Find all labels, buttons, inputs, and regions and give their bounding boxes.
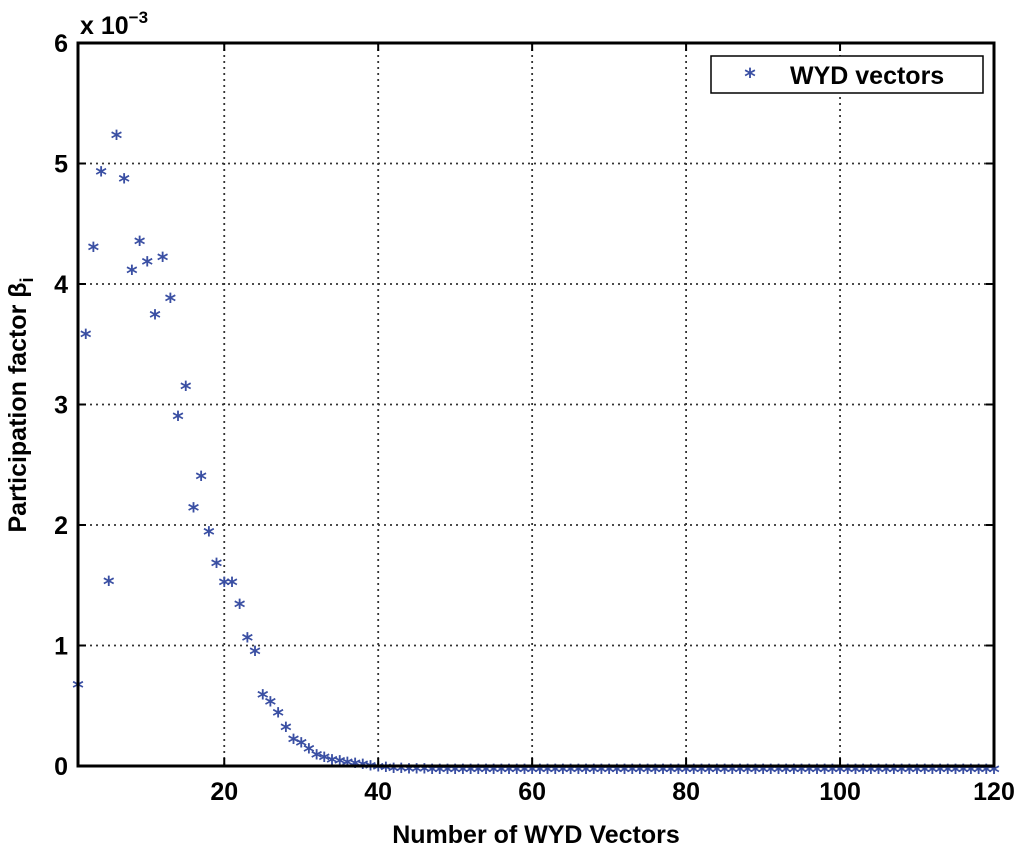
axis-ticks: 20 40 60 80 100 120 0 1 2 3 4 5 6 — [54, 30, 1015, 806]
legend-box — [710, 55, 984, 94]
data-point: * — [319, 749, 331, 774]
legend-label: WYD vectors — [790, 62, 944, 90]
data-point: * — [226, 574, 238, 599]
y-axis-title: Participation factor βi — [4, 277, 37, 532]
legend-marker-icon: * — [744, 65, 756, 90]
y-axis-title-subscript: i — [17, 277, 37, 282]
data-point: * — [103, 573, 115, 598]
data-point: * — [88, 239, 100, 264]
data-point: * — [257, 686, 269, 711]
data-point: * — [180, 378, 192, 403]
y-tick-label: 2 — [54, 512, 68, 540]
data-point: * — [203, 524, 215, 549]
data-point: * — [157, 249, 169, 274]
data-point: * — [295, 734, 307, 759]
y-tick-label: 5 — [54, 151, 68, 179]
x-tick-label: 60 — [518, 778, 546, 806]
y-tick-label: 6 — [54, 30, 68, 58]
data-point: * — [118, 171, 130, 196]
x-tick-label: 80 — [672, 778, 700, 806]
data-point: * — [149, 307, 161, 332]
data-point: * — [142, 254, 154, 279]
data-point: * — [357, 756, 369, 781]
data-point: * — [234, 596, 246, 621]
x-tick-label: 20 — [210, 778, 238, 806]
y-tick-label: 1 — [54, 633, 68, 661]
x-tick-label: 40 — [364, 778, 392, 806]
x-tick-label: 100 — [819, 778, 861, 806]
data-point: * — [272, 704, 284, 729]
y-exponent-power: −3 — [129, 8, 148, 27]
data-point: * — [249, 643, 261, 668]
data-point: * — [288, 731, 300, 756]
data-point: * — [188, 500, 200, 525]
data-point: * — [95, 163, 107, 188]
data-point: * — [326, 751, 338, 776]
grid-lines — [78, 43, 994, 766]
data-point: * — [211, 555, 223, 580]
y-exponent-label: x 10−3 — [80, 8, 148, 40]
y-tick-label: 0 — [54, 753, 68, 781]
x-tick-label: 120 — [973, 778, 1015, 806]
y-tick-label: 4 — [54, 271, 68, 299]
y-tick-label: 3 — [54, 392, 68, 420]
data-point: * — [126, 262, 138, 287]
data-series-wyd-vectors: ****************************************… — [72, 127, 1000, 786]
data-point: * — [80, 326, 92, 351]
data-point: * — [111, 127, 123, 152]
legend: * WYD vectors — [710, 55, 984, 94]
data-point: * — [134, 233, 146, 258]
data-point: * — [303, 741, 315, 766]
data-point: * — [242, 630, 254, 655]
data-point: * — [195, 468, 207, 493]
data-point: * — [280, 719, 292, 744]
data-point: * — [265, 694, 277, 719]
x-axis-title: Number of WYD Vectors — [392, 821, 680, 849]
data-point: * — [365, 757, 377, 782]
data-point: * — [218, 574, 230, 599]
data-point: * — [172, 408, 184, 433]
data-point: * — [165, 290, 177, 315]
